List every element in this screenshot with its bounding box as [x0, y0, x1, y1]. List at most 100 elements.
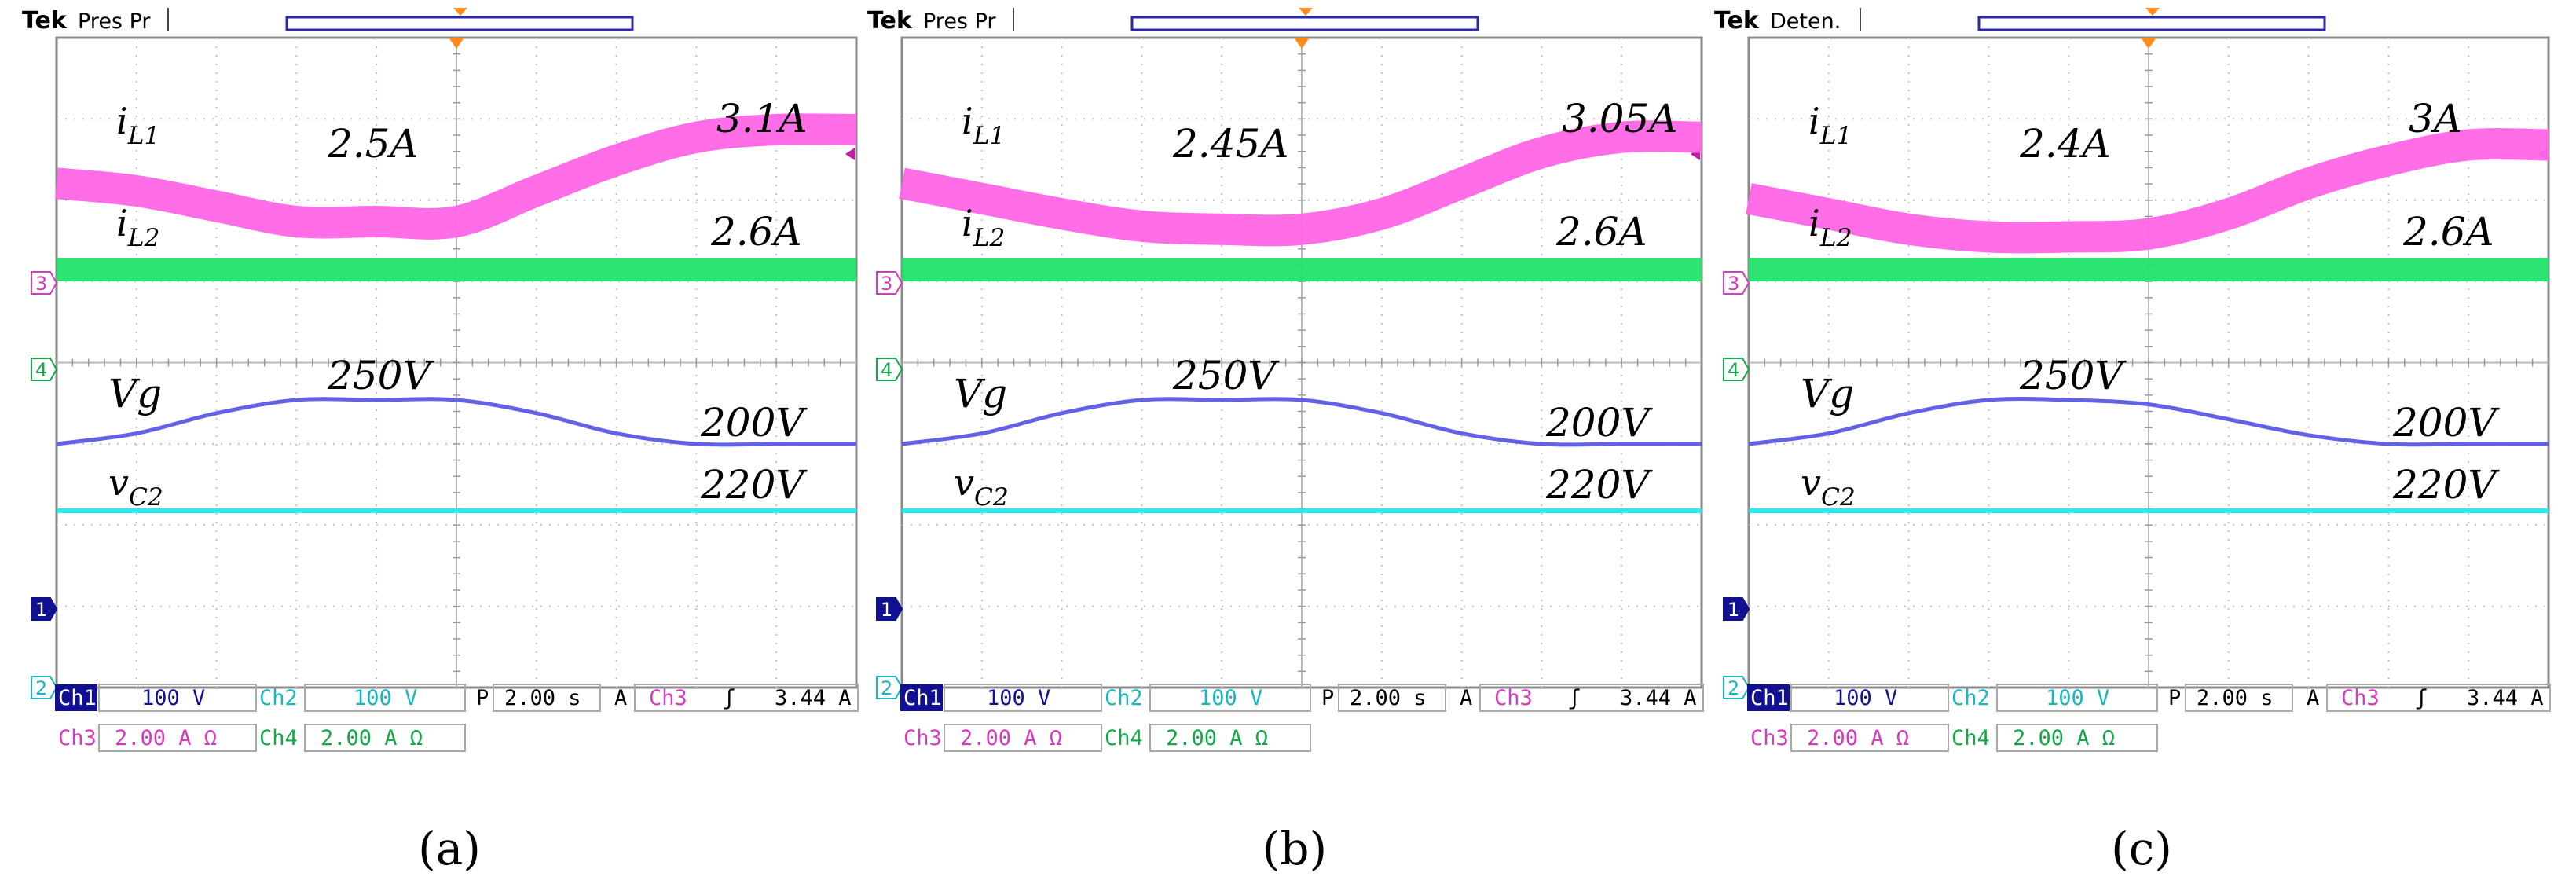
- record-bar: [1977, 16, 2326, 31]
- ch3-ground-marker-label: 3: [881, 273, 892, 295]
- label-iL1-sub: L1: [127, 122, 160, 150]
- ch2-label: Ch2: [1105, 686, 1143, 710]
- ch4-label: Ch4: [1105, 726, 1143, 750]
- ch4-ground-marker: [1723, 358, 1750, 381]
- annotation-vg_b: 200V: [1545, 400, 1653, 446]
- trigger-level: 3.44 A: [775, 686, 852, 710]
- annotation-iL1: 2.4A: [2019, 121, 2111, 167]
- ch2-scale: 100 V: [354, 686, 417, 710]
- timebase-box: [1338, 684, 1446, 712]
- label-vc2: vC2: [954, 461, 1009, 512]
- ch1-scale: 100 V: [1834, 686, 1897, 710]
- label-iL2-sub: L2: [1819, 224, 1852, 252]
- label-iL1-main: i: [116, 100, 128, 142]
- panel-caption: (a): [418, 822, 481, 875]
- label-iL1: iL1: [116, 100, 159, 150]
- annotation-vc2: 220V: [1545, 462, 1653, 508]
- label-vc2-main: v: [954, 461, 974, 504]
- label-iL2-main: i: [1808, 202, 1820, 244]
- label-iL1-sub: L1: [1819, 122, 1852, 150]
- tek-logo: Tek: [22, 7, 68, 35]
- waveform-vg: [56, 397, 856, 447]
- annotation-iL1: 2.5A: [327, 121, 419, 167]
- trigger-channel: Ch3: [1494, 686, 1533, 710]
- ch1-badge: [55, 684, 97, 711]
- label-iL1-main: i: [1808, 100, 1820, 142]
- tek-logo: Tek: [1714, 7, 1760, 35]
- label-iL2: iL2: [116, 202, 159, 252]
- annotation-vg: 250V: [2019, 353, 2127, 398]
- annotation-vg_b: 200V: [700, 400, 808, 446]
- ch4-scale-box: [1149, 724, 1311, 752]
- label-iL2-main: i: [116, 202, 128, 244]
- label-vg: Vg: [954, 371, 1007, 416]
- timebase-box: [2185, 684, 2293, 712]
- ch1-scale: 100 V: [987, 686, 1050, 710]
- trigger-slope-icon: ʃ: [723, 686, 735, 710]
- ch4-scale-box: [304, 724, 466, 752]
- trigger-a-label: A: [1460, 686, 1472, 710]
- acquisition-mode: Deten.: [1770, 9, 1841, 34]
- ch1-badge: [1747, 684, 1790, 711]
- ch4-scale: 2.00 A Ω: [2013, 726, 2115, 750]
- timebase-box: [493, 684, 601, 712]
- label-vg: Vg: [1801, 371, 1854, 416]
- timebase-value: 2.00 s: [504, 686, 581, 710]
- record-bar: [1130, 16, 1479, 31]
- ch1-badge: [900, 684, 943, 711]
- ch1-label: Ch1: [1750, 686, 1789, 710]
- ch1-label: Ch1: [903, 686, 942, 710]
- ch4-label: Ch4: [259, 726, 298, 750]
- ch1-ground-marker: [876, 597, 903, 621]
- trigger-position-icon: [2145, 8, 2160, 16]
- timebase-value: 2.00 s: [1350, 686, 1427, 710]
- ch1-scale-box: [1790, 684, 1949, 712]
- annotation-vg_b: 200V: [2392, 400, 2500, 446]
- ch4-ground-marker: [876, 358, 903, 381]
- timebase-label: P: [1321, 686, 1334, 710]
- annotation-vc2: 220V: [2392, 462, 2500, 508]
- panel-caption: (c): [2111, 822, 2172, 875]
- ch4-ground-marker-label: 4: [1728, 359, 1739, 381]
- ch3-scale-box: [944, 724, 1102, 752]
- label-iL1: iL1: [1808, 100, 1852, 150]
- ch3-scale: 2.00 A Ω: [115, 726, 217, 750]
- trigger-channel: Ch3: [2341, 686, 2380, 710]
- ch1-ground-marker-label: 1: [881, 599, 892, 621]
- trigger-box: [2326, 684, 2551, 712]
- ch2-ground-marker: [31, 676, 58, 699]
- ch3-ground-marker: [876, 271, 903, 295]
- ch2-scale: 100 V: [2046, 686, 2109, 710]
- ch1-scale-box: [944, 684, 1102, 712]
- trigger-a-label: A: [2307, 686, 2319, 710]
- trigger-box: [634, 684, 859, 712]
- trigger-channel: Ch3: [649, 686, 687, 710]
- trigger-marker-icon: [449, 38, 464, 49]
- ch4-ground-marker-label: 4: [881, 359, 892, 381]
- waveform-iL1: [899, 120, 1702, 247]
- label-vg: Vg: [108, 371, 162, 416]
- label-vc2-main: v: [1801, 461, 1821, 504]
- label-iL1-main: i: [962, 100, 973, 142]
- label-iL2: iL2: [962, 202, 1005, 252]
- ch4-label: Ch4: [1951, 726, 1990, 750]
- waveform-iL1: [1746, 128, 2549, 254]
- ch1-ground-marker-label: 1: [1728, 599, 1739, 621]
- ch3-ground-marker: [31, 271, 58, 295]
- ch4-ground-marker: [31, 358, 58, 381]
- label-iL2: iL2: [1808, 202, 1852, 252]
- label-vc2: vC2: [108, 461, 163, 512]
- trigger-marker-icon: [2141, 38, 2156, 49]
- label-iL2-sub: L2: [973, 224, 1006, 252]
- annotation-vg: 250V: [1172, 353, 1280, 398]
- tek-logo: Tek: [867, 7, 913, 35]
- ch3-scale-box: [1790, 724, 1949, 752]
- ch2-scale: 100 V: [1199, 686, 1262, 710]
- ch4-ground-marker-label: 4: [35, 359, 47, 381]
- ch2-scale-box: [304, 684, 466, 712]
- label-vg-main: Vg: [108, 371, 162, 416]
- annotation-iL2: 2.6A: [710, 209, 802, 255]
- annotation-iL1_b: 3.1A: [716, 96, 808, 141]
- label-iL1: iL1: [962, 100, 1005, 150]
- timebase-label: P: [476, 686, 489, 710]
